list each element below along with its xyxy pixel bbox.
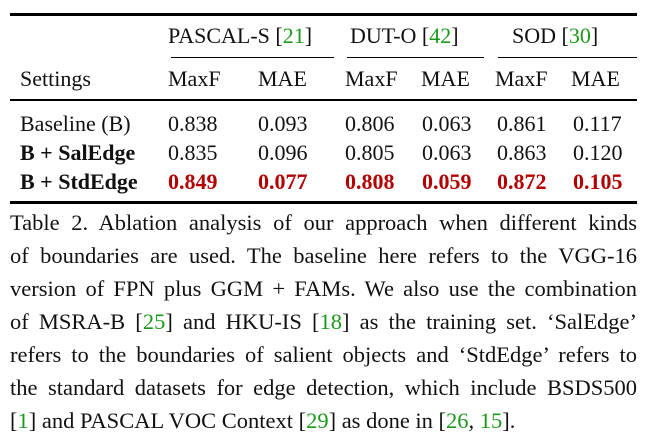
group-header-dut-o: DUT-O [42] [350,23,459,48]
table-cell: 0.063 [422,140,472,165]
cmidrule-duto [347,57,484,58]
cmidrule-sod [498,57,637,58]
table-cell: 0.838 [168,111,218,136]
caption-line: Table 2. Ablation analysis of our approa… [10,210,637,235]
table-caption: Table 2. Ablation analysis of our approa… [10,206,637,437]
citation-link[interactable]: 42 [429,23,452,48]
citation-link[interactable]: 21 [282,23,305,48]
table-cell: 0.117 [573,111,622,136]
best-value-cell: 0.077 [258,169,308,194]
best-value-cell: 0.872 [497,169,547,194]
best-value-cell: 0.059 [422,169,472,194]
caption-line: of boundaries are used. The baseline her… [10,243,637,268]
citation-link[interactable]: 26 [446,408,469,433]
group-header-pascal-s: PASCAL-S [21] [168,23,313,48]
top-rule [10,13,637,16]
citation-link[interactable]: 15 [479,408,503,433]
table-cell: 0.805 [345,140,395,165]
group-header-sod: SOD [30] [512,23,599,48]
citation-link[interactable]: 29 [306,408,329,433]
metric-header: MaxF [345,66,398,91]
best-value-cell: 0.849 [168,169,218,194]
bottom-rule [10,201,637,204]
table-cell: 0.806 [345,111,395,136]
header-rule [10,99,637,101]
caption-line: refers to the boundaries of salient obje… [10,342,637,367]
setting-label: Baseline (B) [20,111,131,136]
citation-link[interactable]: 18 [319,309,342,334]
table-cell: 0.120 [573,140,623,165]
citation-link[interactable]: 25 [142,309,166,334]
setting-label: B + SalEdge [20,140,136,165]
metric-header: MaxF [495,66,548,91]
metric-header: MAE [258,66,307,91]
table-cell: 0.835 [168,140,218,165]
citation-link[interactable]: 30 [568,23,591,48]
table-cell: 0.093 [258,111,308,136]
metric-header: MAE [421,66,470,91]
metric-header: MAE [571,66,620,91]
table-cell: 0.096 [258,140,308,165]
citation-link[interactable]: 1 [17,408,29,433]
best-value-cell: 0.808 [345,169,395,194]
metric-header: MaxF [168,66,221,91]
cmidrule-pascal [171,57,334,58]
caption-line: of MSRA-B [25] and HKU-IS [18] as the tr… [10,309,638,334]
caption-line: version of FPN plus GGM + FAMs. We also … [10,276,637,301]
table-cell: 0.861 [497,111,547,136]
caption-line: [1] and PASCAL VOC Context [29] as done … [10,408,516,433]
setting-label: B + StdEdge [20,169,138,194]
table-cell: 0.863 [497,140,547,165]
table-cell: 0.063 [422,111,472,136]
best-value-cell: 0.105 [573,169,623,194]
caption-line: the standard datasets for edge detection… [10,375,637,400]
row-header-settings: Settings [20,66,91,91]
